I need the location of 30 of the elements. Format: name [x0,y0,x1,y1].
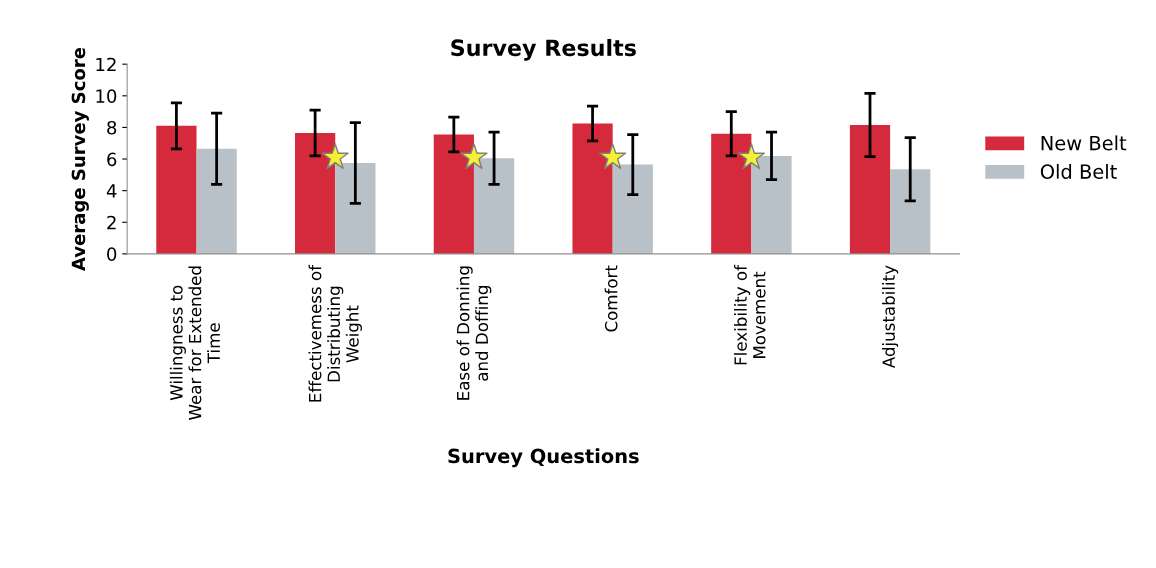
legend-label: New Belt [1041,135,1127,151]
bar [751,155,792,254]
y-tick-label: 12 [96,57,116,72]
y-tick-label: 8 [107,120,117,135]
legend-label: Old Belt [1040,163,1117,179]
bar [156,125,197,254]
x-tick-label: Flexibility of Movement [734,264,766,365]
bar [473,158,515,254]
y-axis-title: Average Survey Score [71,47,89,271]
x-tick-label: Comfort [604,265,618,332]
bar [572,123,613,254]
x-tick-label: Adjustability [882,265,899,369]
bar [295,132,336,254]
bar [433,134,474,254]
x-tick-label: Ease of Donning and Doffing [456,266,492,400]
y-tick-label: 0 [107,247,117,262]
y-tick-label: 10 [96,89,117,103]
x-tick-label: Effectivemess of Distributing Weight [308,264,362,402]
chart-title: Survey Results [451,38,636,61]
bar [711,133,752,254]
bar [612,164,653,254]
bar [335,162,376,254]
x-axis-title: Survey Questions [448,448,639,468]
bar [890,169,931,254]
bar [196,148,237,254]
y-tick-label: 4 [106,184,117,198]
x-tick-label: Willingness to Wear for Extended Time [169,266,221,420]
bar [849,125,891,254]
y-tick-label: 6 [107,152,117,167]
y-tick-label: 2 [107,215,116,230]
